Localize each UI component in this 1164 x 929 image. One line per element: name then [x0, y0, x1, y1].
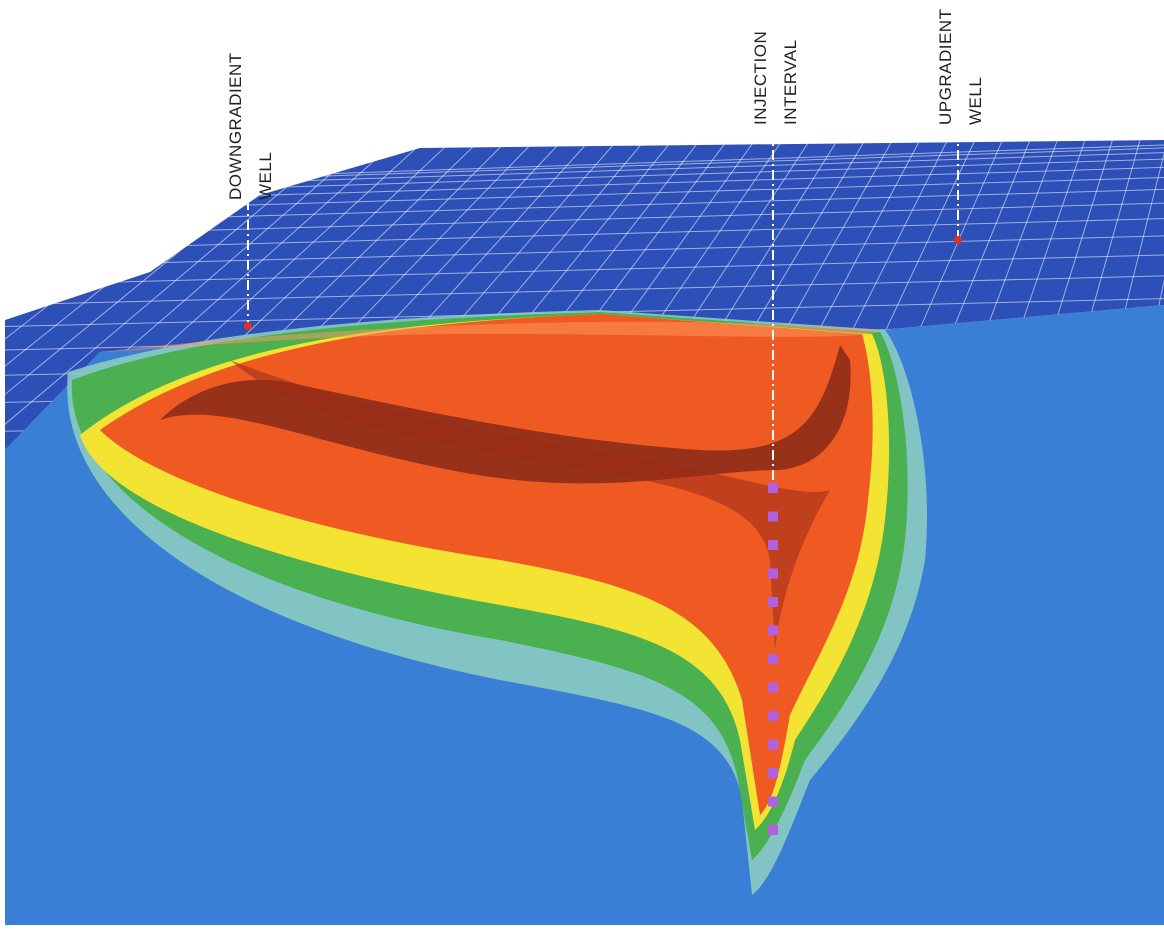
interval-marker	[768, 511, 778, 522]
interval-marker	[768, 597, 778, 607]
plume-orange	[100, 314, 873, 815]
well-label: WELL	[966, 77, 985, 125]
well-label: UPGRADIENT	[936, 9, 955, 125]
downgradient-well-point	[244, 322, 252, 330]
well-label: DOWNGRADIENT	[226, 52, 245, 200]
grid-line	[5, 235, 1164, 268]
interval-marker	[768, 825, 778, 835]
interval-marker	[768, 711, 778, 721]
interval-marker	[768, 654, 778, 664]
interval-marker	[768, 682, 778, 693]
well-label: INTERVAL	[781, 39, 800, 125]
well-label: WELL	[256, 152, 275, 200]
interval-marker	[768, 625, 778, 636]
injection-interval	[768, 483, 778, 835]
interval-marker	[768, 796, 778, 807]
plume-core-fold	[230, 360, 830, 650]
well-label: INJECTION	[751, 31, 770, 125]
grid-line	[5, 275, 1164, 306]
grid-line	[5, 254, 1164, 286]
upgradient-well-point	[954, 236, 962, 244]
interval-marker	[768, 483, 778, 493]
interval-marker	[768, 568, 778, 579]
plume-core-shadow	[160, 345, 851, 484]
interval-marker	[768, 768, 778, 778]
plume	[67, 310, 927, 895]
interval-marker	[768, 540, 778, 550]
grid-line	[5, 140, 343, 450]
interval-marker	[768, 739, 778, 750]
plume-top	[100, 321, 880, 352]
ground-surface	[5, 140, 1164, 450]
grid-line	[5, 218, 1164, 252]
